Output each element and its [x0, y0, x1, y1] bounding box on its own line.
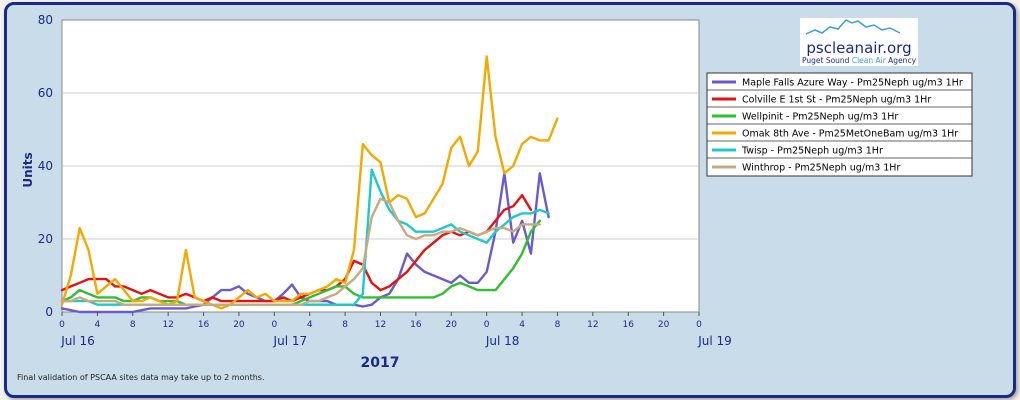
- footnote: Final validation of PSCAA sites data may…: [17, 373, 264, 382]
- x-tick-label: 16: [198, 320, 210, 330]
- x-tick-label: 0: [59, 320, 65, 330]
- x-axis-title: 2017: [361, 355, 400, 371]
- x-tick-label: 0: [696, 320, 702, 330]
- y-axis-title: Units: [21, 152, 35, 187]
- series-line-6: [60, 197, 541, 306]
- x-tick-label: 0: [271, 320, 277, 330]
- y-tick-label: 80: [38, 13, 53, 27]
- logo-tagline-prefix: Puget Sound: [802, 56, 852, 65]
- x-tick-label: 12: [587, 320, 598, 330]
- x-tick-label: 8: [130, 320, 136, 330]
- day-label: Jul 18: [485, 334, 520, 348]
- x-tick-label: 12: [375, 320, 386, 330]
- y-tick-label: 20: [38, 232, 53, 246]
- mountain-icon: [805, 19, 901, 35]
- legend-label: Colville E 1st St - Pm25Neph ug/m3 1Hr: [742, 95, 931, 106]
- day-label: Jul 19: [697, 334, 732, 348]
- x-tick-label: 8: [555, 320, 561, 330]
- x-tick-label: 16: [622, 320, 634, 330]
- x-tick-label: 12: [162, 320, 173, 330]
- x-tick-label: 20: [658, 320, 670, 330]
- day-label: Jul 16: [60, 334, 95, 348]
- x-tick-label: 4: [519, 320, 525, 330]
- x-tick-label: 16: [410, 320, 422, 330]
- day-label: Jul 17: [273, 334, 308, 348]
- series-line-4: [60, 55, 559, 310]
- y-tick-label: 60: [38, 86, 53, 100]
- x-tick-label: 8: [342, 320, 348, 330]
- series-line-3: [60, 219, 541, 306]
- logo-name: pscleanair.org: [806, 39, 911, 57]
- legend-label: Winthrop - Pm25Neph ug/m3 1Hr: [742, 163, 900, 174]
- legend-label: Twisp - Pm25Neph ug/m3 1Hr: [741, 146, 883, 157]
- y-tick-label: 0: [45, 305, 53, 319]
- legend-label: Omak 8th Ave - Pm25MetOneBam ug/m3 1Hr: [742, 129, 958, 140]
- logo-tagline-accent: Clean Air: [852, 56, 887, 65]
- x-tick-label: 20: [233, 320, 245, 330]
- logo-tagline: Puget Sound Clean Air Agency: [802, 56, 917, 65]
- logo-tagline-suffix: Agency: [886, 56, 917, 65]
- x-tick-label: 4: [95, 320, 101, 330]
- pscleanair-logo: pscleanair.org Puget Sound Clean Air Age…: [800, 18, 918, 66]
- y-tick-label: 40: [38, 159, 53, 173]
- axis-layer: 0 20 40 60 80 0 4 8 12 16 20 0 4 8 12 16 20 0 4 8 12 16 20 0 Jul…: [38, 13, 732, 348]
- series-layer: [60, 55, 559, 314]
- x-tick-label: 20: [446, 320, 458, 330]
- legend-label: Maple Falls Azure Way - Pm25Neph ug/m3 1…: [742, 78, 963, 89]
- legend-label: Wellpinit - Pm25Neph ug/m3 1Hr: [742, 112, 898, 123]
- legend: Maple Falls Azure Way - Pm25Neph ug/m3 1…: [706, 72, 973, 177]
- x-tick-label: 4: [307, 320, 313, 330]
- x-tick-label: 0: [484, 320, 490, 330]
